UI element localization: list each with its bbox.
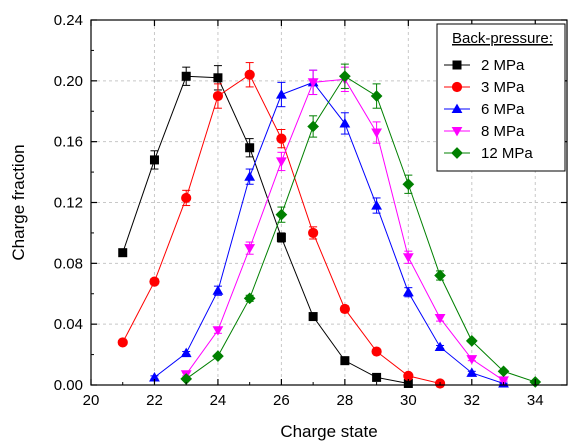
x-tick-label: 26: [273, 392, 290, 409]
marker-circle: [244, 69, 255, 80]
marker-triangle-up: [466, 367, 478, 377]
series-line: [122, 74, 441, 384]
marker-square: [149, 155, 159, 165]
marker-triangle-down: [307, 78, 319, 88]
marker-diamond: [370, 90, 383, 102]
y-tick-label: 0.20: [54, 73, 83, 90]
series-line: [185, 75, 536, 383]
marker-triangle-up: [276, 89, 287, 99]
marker-circle: [403, 370, 414, 381]
marker-square: [452, 60, 462, 70]
x-axis-label: Charge state: [280, 422, 377, 441]
marker-triangle-up: [402, 286, 414, 297]
legend-item: 3 MPa: [444, 79, 525, 96]
y-tick-label: 0.04: [54, 316, 83, 333]
y-tick-label: 0.24: [54, 12, 83, 29]
marker-diamond: [212, 350, 224, 362]
marker-triangle-up: [451, 103, 463, 114]
y-tick-label: 0.08: [54, 255, 83, 272]
marker-triangle-down: [244, 244, 256, 254]
marker-triangle-down: [212, 326, 224, 336]
marker-circle: [181, 192, 192, 204]
legend-label: 6 MPa: [481, 101, 525, 118]
marker-circle: [212, 90, 224, 102]
marker-triangle-down: [402, 253, 414, 263]
x-tick-label: 32: [463, 392, 480, 409]
marker-square: [118, 248, 128, 258]
legend-label: 8 MPa: [481, 123, 525, 140]
marker-square: [213, 73, 223, 83]
series-layer: [117, 62, 542, 389]
legend-label: 3 MPa: [481, 79, 525, 96]
x-tick-label: 30: [400, 392, 417, 409]
marker-square: [372, 372, 382, 382]
marker-triangle-down: [451, 126, 463, 137]
legend-label: 12 MPa: [481, 145, 533, 162]
x-tick-label: 34: [527, 392, 544, 409]
legend-box: [436, 23, 566, 172]
marker-circle: [451, 81, 463, 93]
marker-circle: [149, 276, 160, 287]
marker-triangle-up: [434, 341, 446, 352]
legend-label: 2 MPa: [481, 57, 525, 74]
x-tick-label: 20: [83, 392, 100, 409]
marker-square: [181, 71, 191, 81]
series-3-mpa: [117, 62, 446, 389]
marker-circle: [339, 303, 350, 315]
legend-item: 8 MPa: [444, 123, 525, 140]
marker-triangle-up: [339, 118, 351, 128]
x-tick-label: 24: [210, 392, 227, 409]
series-12-mpa: [180, 63, 542, 388]
marker-diamond: [402, 178, 415, 191]
x-tick-label: 28: [337, 392, 354, 409]
marker-triangle-down: [276, 157, 287, 167]
marker-triangle-down: [434, 314, 446, 324]
marker-triangle-down: [466, 355, 478, 365]
marker-diamond: [243, 292, 256, 305]
x-tick-label: 22: [146, 392, 163, 409]
marker-triangle-down: [498, 376, 509, 386]
series-line: [122, 75, 409, 384]
marker-circle: [308, 227, 319, 239]
legend-item: 12 MPa: [444, 145, 533, 162]
marker-diamond: [451, 147, 463, 159]
legend-item: 6 MPa: [444, 101, 525, 118]
marker-triangle-up: [149, 371, 160, 382]
marker-triangle-up: [180, 347, 192, 358]
marker-diamond: [434, 269, 446, 282]
marker-diamond: [180, 373, 193, 385]
legend-items: 2 MPa 3 MPa 6 MPa 8 MPa 12 MPa: [444, 57, 533, 162]
marker-square: [340, 356, 350, 366]
marker-square: [308, 312, 318, 322]
marker-square: [276, 232, 286, 242]
axis-ticks: 20 22 24 26 28 30 32 34 0.00 0.04 0.08 0.12 0.16 0.20…: [54, 12, 567, 409]
legend: Back-pressure: 2 MPa 3 MPa 6 MPa 8 MPa 12 MP…: [436, 23, 566, 172]
marker-circle: [371, 346, 382, 357]
y-tick-label: 0.16: [54, 134, 83, 151]
legend-title: Back-pressure:: [452, 30, 553, 47]
marker-triangle-up: [244, 171, 256, 181]
marker-diamond: [339, 70, 351, 83]
marker-triangle-up: [371, 200, 382, 210]
marker-diamond: [465, 335, 478, 347]
marker-diamond: [497, 365, 510, 378]
y-axis-label: Charge fraction: [9, 144, 28, 260]
marker-circle: [276, 133, 287, 144]
marker-diamond: [275, 208, 288, 221]
marker-circle: [117, 337, 128, 348]
marker-square: [245, 143, 255, 153]
y-tick-label: 0.12: [54, 195, 83, 212]
series-2-mpa: [118, 65, 413, 388]
series-line: [154, 81, 504, 384]
marker-triangle-down: [371, 128, 382, 138]
marker-triangle-up: [212, 285, 224, 295]
legend-item: 2 MPa: [444, 57, 525, 74]
y-tick-label: 0.00: [54, 377, 83, 394]
marker-diamond: [307, 120, 319, 133]
